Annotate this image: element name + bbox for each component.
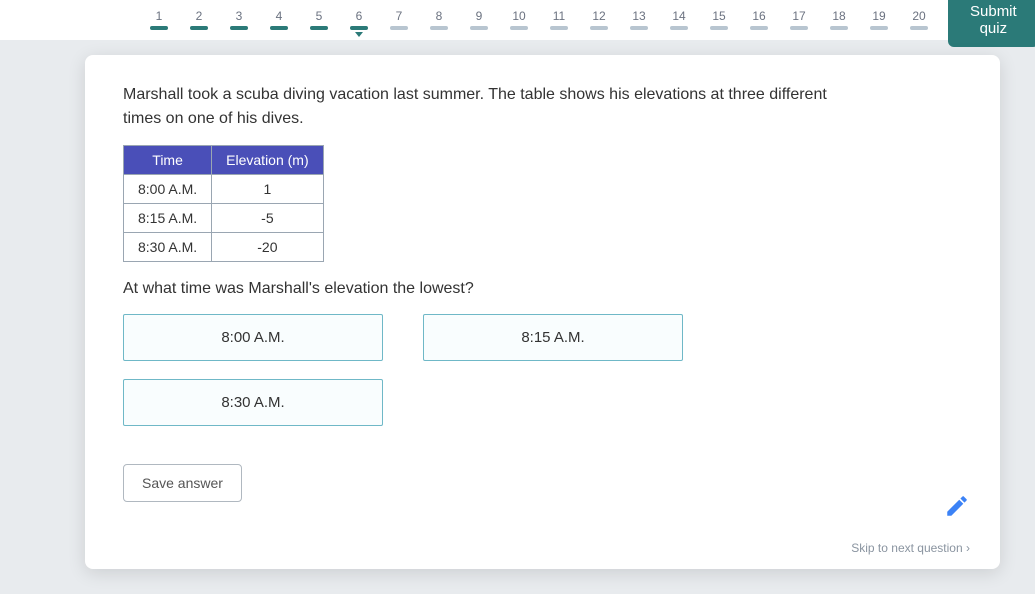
progress-step-17[interactable]: 17 — [790, 9, 808, 30]
table-header: Elevation (m) — [212, 146, 323, 175]
progress-step-12[interactable]: 12 — [590, 9, 608, 30]
skip-next-link[interactable]: Skip to next question — [851, 541, 970, 555]
progress-step-15[interactable]: 15 — [710, 9, 728, 30]
table-cell: -20 — [212, 233, 323, 262]
answer-choice-3[interactable]: 8:30 A.M. — [123, 379, 383, 426]
quiz-top-bar: 1234567891011121314151617181920 Submit q… — [0, 0, 1035, 40]
pencil-icon[interactable] — [944, 493, 970, 519]
answer-choices: 8:00 A.M. 8:15 A.M. 8:30 A.M. — [123, 314, 763, 426]
progress-step-10[interactable]: 10 — [510, 9, 528, 30]
table-cell: -5 — [212, 204, 323, 233]
save-answer-button[interactable]: Save answer — [123, 464, 242, 502]
progress-step-3[interactable]: 3 — [230, 9, 248, 30]
table-row: 8:15 A.M.-5 — [124, 204, 324, 233]
table-cell: 8:30 A.M. — [124, 233, 212, 262]
progress-step-6[interactable]: 6 — [350, 9, 368, 37]
question-prompt: At what time was Marshall's elevation th… — [123, 280, 962, 298]
progress-step-9[interactable]: 9 — [470, 9, 488, 30]
answer-choice-2[interactable]: 8:15 A.M. — [423, 314, 683, 361]
table-row: 8:30 A.M.-20 — [124, 233, 324, 262]
progress-step-7[interactable]: 7 — [390, 9, 408, 30]
progress-step-19[interactable]: 19 — [870, 9, 888, 30]
progress-step-8[interactable]: 8 — [430, 9, 448, 30]
progress-step-20[interactable]: 20 — [910, 9, 928, 30]
progress-step-16[interactable]: 16 — [750, 9, 768, 30]
progress-step-18[interactable]: 18 — [830, 9, 848, 30]
question-card: Marshall took a scuba diving vacation la… — [85, 55, 1000, 569]
table-cell: 8:00 A.M. — [124, 175, 212, 204]
progress-step-11[interactable]: 11 — [550, 9, 568, 30]
progress-step-1[interactable]: 1 — [150, 9, 168, 30]
submit-quiz-button[interactable]: Submit quiz — [948, 0, 1035, 47]
progress-indicator: 1234567891011121314151617181920 — [150, 3, 928, 37]
elevation-table: TimeElevation (m) 8:00 A.M.18:15 A.M.-58… — [123, 145, 324, 262]
progress-step-13[interactable]: 13 — [630, 9, 648, 30]
progress-step-5[interactable]: 5 — [310, 9, 328, 30]
answer-choice-1[interactable]: 8:00 A.M. — [123, 314, 383, 361]
table-cell: 1 — [212, 175, 323, 204]
table-cell: 8:15 A.M. — [124, 204, 212, 233]
progress-step-14[interactable]: 14 — [670, 9, 688, 30]
table-header: Time — [124, 146, 212, 175]
problem-text: Marshall took a scuba diving vacation la… — [123, 83, 843, 131]
progress-step-2[interactable]: 2 — [190, 9, 208, 30]
progress-step-4[interactable]: 4 — [270, 9, 288, 30]
table-row: 8:00 A.M.1 — [124, 175, 324, 204]
